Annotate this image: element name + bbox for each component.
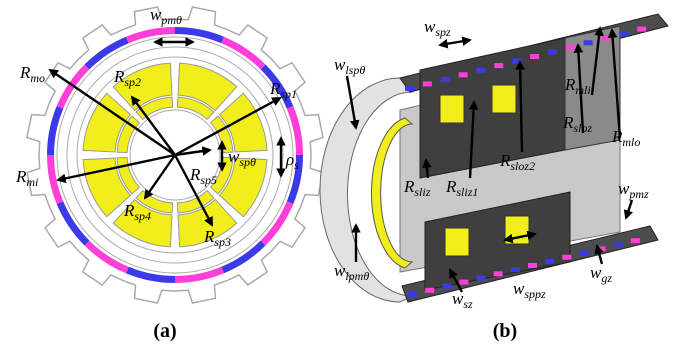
label-sub: sp4 (134, 209, 151, 223)
label-main: R (499, 151, 511, 170)
magnet (530, 54, 539, 59)
magnet (476, 68, 485, 73)
label-sub: mi (26, 175, 38, 189)
label-main: R (19, 63, 31, 82)
label-main: R (564, 75, 576, 94)
label: wspz (424, 17, 451, 39)
caption: (a) (153, 320, 176, 342)
label-main: R (611, 127, 623, 146)
magnet (545, 259, 554, 264)
label: Rmo (19, 63, 45, 85)
arrow (626, 200, 632, 218)
label-main: R (15, 167, 27, 186)
magnet (423, 81, 432, 86)
label-main: w (513, 279, 525, 298)
caption: (b) (493, 320, 517, 342)
magnet (562, 255, 571, 260)
label-main: w (618, 179, 630, 198)
label-sub: s (294, 158, 299, 172)
label-sub: mo (30, 71, 45, 85)
label-sub: sloz2 (510, 159, 535, 173)
label-main: R (403, 177, 415, 196)
label-sub: sppz (524, 287, 546, 301)
label-sub: sp5 (200, 173, 217, 187)
label: wsppz (513, 279, 546, 301)
label-sub: sloz (573, 121, 592, 135)
magnet (459, 280, 468, 285)
label-main: R (113, 67, 125, 86)
label-sub: gz (601, 271, 612, 285)
label: wpmz (618, 179, 649, 201)
label-main: w (424, 17, 436, 36)
label-main: R (123, 201, 135, 220)
magnet (511, 267, 520, 272)
label: wgz (590, 263, 612, 285)
label-sub: pmz (628, 187, 649, 201)
label-sub: lspθ (345, 63, 365, 77)
magnet (614, 242, 623, 247)
magnet (442, 284, 451, 289)
label-sub: spθ (239, 155, 256, 169)
label-sub: mli (575, 83, 590, 97)
magnet (579, 251, 588, 256)
magnet (631, 238, 640, 243)
label-sub: sz (463, 297, 473, 311)
label-sub: mlo (622, 135, 640, 149)
magnet (528, 263, 537, 268)
label-main: R (562, 113, 574, 132)
label: wsz (452, 289, 473, 311)
label-sub: pmθ (160, 13, 182, 27)
magnet (494, 63, 503, 68)
magnet (548, 49, 557, 54)
label: wpmθ (150, 5, 182, 27)
arrow (440, 40, 470, 45)
magnet (637, 27, 646, 32)
label-main: w (334, 261, 346, 280)
label-main: w (590, 263, 602, 282)
label-main: ρ (285, 150, 294, 169)
magnet (459, 72, 468, 77)
label-main: R (269, 79, 281, 98)
magnet (477, 275, 486, 280)
label-main: R (445, 177, 457, 196)
label: wlspθ (334, 55, 365, 77)
label-main: w (228, 147, 240, 166)
label-main: R (189, 165, 201, 184)
magnet (405, 86, 414, 91)
label-main: R (203, 227, 215, 246)
magnet (425, 288, 434, 293)
label-main: w (452, 289, 464, 308)
label-sub: sp1 (280, 87, 297, 101)
label: Rmlo (611, 127, 640, 149)
magnet (494, 271, 503, 276)
label-main: w (334, 55, 346, 74)
label-main: w (150, 5, 162, 24)
magnet (441, 77, 450, 82)
label-sub: sliz (414, 185, 430, 199)
figure: wpmθRmoRsp2Rsp1wspθρsRmiRsp5Rsp4Rsp3 wls… (0, 0, 678, 354)
magnet (601, 36, 610, 41)
label-sub: lpmθ (345, 269, 369, 283)
label-sub: sliz1 (456, 185, 478, 199)
magnet (408, 292, 417, 297)
label-sub: sp3 (214, 235, 231, 249)
label-sub: sp2 (124, 75, 141, 89)
label-sub: spz (435, 25, 451, 39)
magnet (619, 31, 628, 36)
magnet (584, 40, 593, 45)
magnet (566, 45, 575, 50)
